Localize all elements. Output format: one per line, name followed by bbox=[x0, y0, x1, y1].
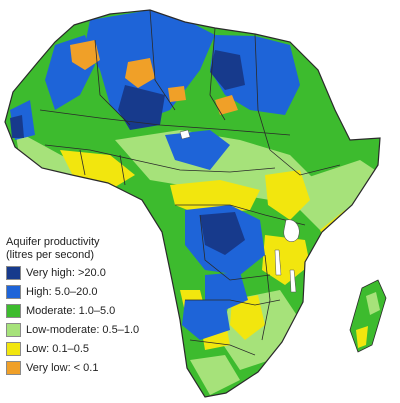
border-line bbox=[44, 144, 276, 173]
lake-chad bbox=[179, 129, 191, 140]
legend-item-moderate: Moderate: 1.0–5.0 bbox=[6, 304, 186, 318]
region-low-central-band bbox=[170, 180, 260, 215]
lake-tanganyika bbox=[274, 249, 282, 276]
map-legend: Aquifer productivity (litres per second)… bbox=[6, 236, 186, 380]
border-line bbox=[185, 299, 281, 306]
legend-label: Very high: >20.0 bbox=[26, 266, 106, 279]
region-very-high-chad bbox=[118, 85, 165, 130]
legend-swatch bbox=[6, 285, 21, 299]
legend-swatch bbox=[6, 361, 21, 375]
legend-swatch bbox=[6, 266, 21, 280]
legend-swatch bbox=[6, 323, 21, 337]
border-line bbox=[79, 149, 86, 176]
region-low-moderate-horn bbox=[300, 160, 375, 230]
border-line bbox=[119, 154, 126, 186]
border-line bbox=[199, 214, 271, 281]
region-high-central-sudan bbox=[165, 130, 230, 170]
legend-title-line2: (litres per second) bbox=[6, 249, 95, 261]
legend-item-low: Low: 0.1–0.5 bbox=[6, 342, 186, 356]
region-very-low-west-sahara bbox=[70, 40, 100, 70]
region-very-high-coast bbox=[10, 115, 24, 138]
region-very-low-sahara-small bbox=[168, 86, 186, 102]
legend-swatch bbox=[6, 304, 21, 318]
region-low-zambia bbox=[230, 295, 265, 340]
border-line bbox=[39, 109, 291, 136]
legend-item-low-moderate: Low-moderate: 0.5–1.0 bbox=[6, 323, 186, 337]
legend-label: Low-moderate: 0.5–1.0 bbox=[26, 323, 140, 336]
border-line bbox=[149, 9, 176, 111]
region-low-ethiopia bbox=[265, 170, 310, 220]
legend-item-high: High: 5.0–20.0 bbox=[6, 285, 186, 299]
border-line bbox=[175, 204, 306, 226]
border-line bbox=[261, 254, 271, 341]
region-very-low-east bbox=[215, 95, 238, 115]
border-line bbox=[269, 149, 341, 176]
africa-coastline bbox=[4, 9, 381, 398]
region-low-tanzania bbox=[262, 235, 310, 285]
region-low-moderate-cape bbox=[190, 355, 240, 395]
region-very-high-libya bbox=[210, 50, 245, 90]
lake-victoria bbox=[283, 219, 300, 242]
legend-label: Low: 0.1–0.5 bbox=[26, 342, 89, 355]
region-high-kalahari bbox=[182, 300, 230, 340]
legend-title: Aquifer productivity (litres per second) bbox=[6, 236, 186, 262]
madagascar bbox=[349, 279, 387, 353]
legend-label: High: 5.0–20.0 bbox=[26, 285, 98, 298]
region-very-high-congo-core bbox=[200, 212, 245, 255]
madagascar-low bbox=[356, 326, 368, 348]
legend-item-very-low: Very low: < 0.1 bbox=[6, 361, 186, 375]
legend-title-line1: Aquifer productivity bbox=[6, 236, 100, 248]
border-line bbox=[189, 339, 256, 356]
border-line bbox=[254, 33, 271, 151]
border-line bbox=[94, 39, 131, 126]
lake-malawi bbox=[289, 269, 297, 293]
legend-swatch bbox=[6, 342, 21, 356]
legend-label: Very low: < 0.1 bbox=[26, 361, 99, 374]
legend-label: Moderate: 1.0–5.0 bbox=[26, 304, 116, 317]
border-line bbox=[209, 27, 226, 121]
region-very-low-central-sahara bbox=[125, 58, 155, 88]
madagascar-low-moderate bbox=[366, 292, 380, 315]
legend-item-very-high: Very high: >20.0 bbox=[6, 266, 186, 280]
country-borders bbox=[4, 9, 381, 398]
